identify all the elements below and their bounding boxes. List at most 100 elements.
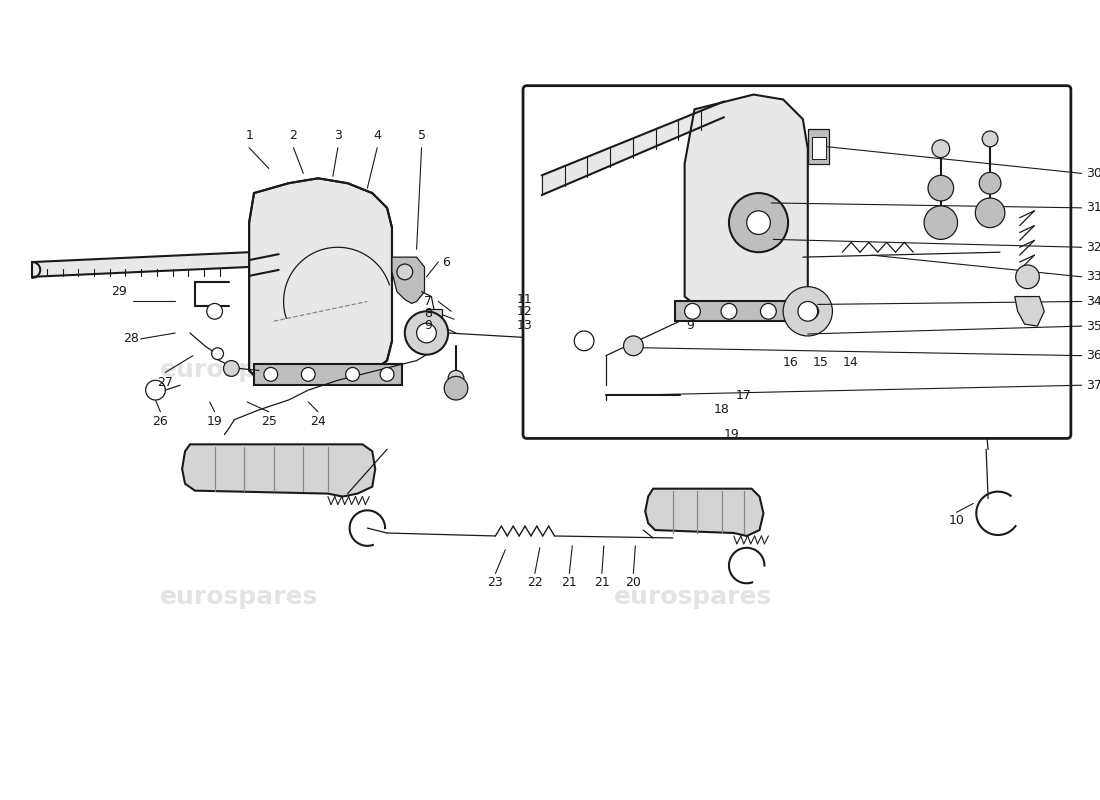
Bar	[429, 323, 439, 331]
Circle shape	[542, 289, 558, 305]
Polygon shape	[249, 178, 392, 382]
Text: 3: 3	[334, 130, 342, 142]
Text: 11: 11	[517, 293, 532, 306]
FancyBboxPatch shape	[522, 86, 1071, 438]
Text: 8: 8	[686, 305, 694, 318]
Polygon shape	[542, 102, 724, 195]
Circle shape	[448, 370, 464, 386]
Circle shape	[444, 376, 468, 400]
Text: 7: 7	[425, 295, 432, 308]
Circle shape	[932, 140, 949, 158]
Text: 18: 18	[714, 403, 730, 416]
Circle shape	[145, 380, 165, 400]
Text: 34: 34	[1086, 295, 1100, 308]
Text: 5: 5	[418, 130, 426, 142]
Circle shape	[763, 333, 783, 353]
Text: 35: 35	[1086, 319, 1100, 333]
Circle shape	[649, 327, 676, 354]
Circle shape	[798, 302, 817, 321]
Text: 28: 28	[123, 333, 139, 346]
Circle shape	[924, 206, 958, 239]
Text: 4: 4	[373, 130, 381, 142]
Text: 13: 13	[517, 318, 532, 332]
Circle shape	[760, 303, 777, 319]
Circle shape	[223, 361, 240, 376]
Polygon shape	[693, 333, 722, 356]
Text: 8: 8	[425, 306, 432, 320]
Text: 33: 33	[1086, 270, 1100, 283]
Text: 22: 22	[527, 576, 542, 589]
Text: 17: 17	[736, 389, 751, 402]
Bar	[807, 129, 829, 163]
Text: 36: 36	[1086, 349, 1100, 362]
Circle shape	[539, 301, 561, 322]
Circle shape	[405, 311, 448, 354]
Bar	[254, 363, 402, 386]
Circle shape	[722, 331, 746, 354]
Text: 20: 20	[626, 576, 641, 589]
Polygon shape	[684, 94, 807, 311]
Text: 21: 21	[594, 576, 609, 589]
Text: 19: 19	[724, 428, 740, 441]
Bar	[812, 137, 825, 158]
Circle shape	[211, 348, 223, 360]
Circle shape	[747, 211, 770, 234]
Circle shape	[207, 303, 222, 319]
Text: eurospares: eurospares	[161, 585, 318, 609]
Circle shape	[652, 301, 674, 322]
Circle shape	[536, 327, 563, 354]
Text: 1: 1	[245, 130, 253, 142]
Text: 9: 9	[425, 318, 432, 332]
Text: 24: 24	[310, 415, 326, 428]
Circle shape	[656, 289, 671, 305]
Circle shape	[417, 323, 437, 343]
Text: eurospares: eurospares	[161, 358, 318, 382]
Circle shape	[574, 331, 594, 350]
Circle shape	[301, 367, 315, 382]
Text: 27: 27	[157, 376, 174, 389]
Text: 37: 37	[1086, 378, 1100, 392]
Circle shape	[684, 303, 701, 319]
Text: 6: 6	[442, 255, 450, 269]
Circle shape	[739, 328, 769, 358]
Text: 21: 21	[561, 576, 578, 589]
Polygon shape	[1014, 297, 1044, 326]
Text: eurospares: eurospares	[614, 358, 771, 382]
Text: 7: 7	[686, 293, 694, 306]
Circle shape	[722, 303, 737, 319]
Polygon shape	[646, 489, 763, 536]
Bar	[674, 302, 827, 321]
Text: 30: 30	[1086, 167, 1100, 180]
Circle shape	[979, 172, 1001, 194]
Text: 16: 16	[783, 356, 799, 369]
Circle shape	[783, 286, 833, 336]
Circle shape	[624, 336, 644, 356]
Circle shape	[1015, 265, 1040, 289]
Circle shape	[381, 367, 394, 382]
Text: 23: 23	[487, 576, 504, 589]
Circle shape	[345, 367, 360, 382]
Text: 31: 31	[1086, 202, 1100, 214]
Polygon shape	[392, 257, 425, 303]
Text: 25: 25	[261, 415, 277, 428]
Text: 10: 10	[948, 514, 965, 526]
Circle shape	[803, 303, 818, 319]
Circle shape	[928, 175, 954, 201]
Circle shape	[982, 131, 998, 146]
Text: 26: 26	[153, 415, 168, 428]
Circle shape	[264, 367, 277, 382]
Circle shape	[562, 319, 606, 362]
Text: 2: 2	[289, 130, 297, 142]
Polygon shape	[32, 252, 249, 277]
Circle shape	[729, 193, 788, 252]
Circle shape	[976, 198, 1005, 227]
Polygon shape	[183, 444, 375, 497]
Text: 9: 9	[686, 318, 694, 332]
Bar	[427, 310, 442, 321]
Text: eurospares: eurospares	[614, 585, 771, 609]
Text: 29: 29	[111, 285, 126, 298]
Text: 15: 15	[813, 356, 828, 369]
Text: 14: 14	[843, 356, 858, 369]
Text: 32: 32	[1086, 241, 1100, 254]
Text: 12: 12	[517, 305, 532, 318]
